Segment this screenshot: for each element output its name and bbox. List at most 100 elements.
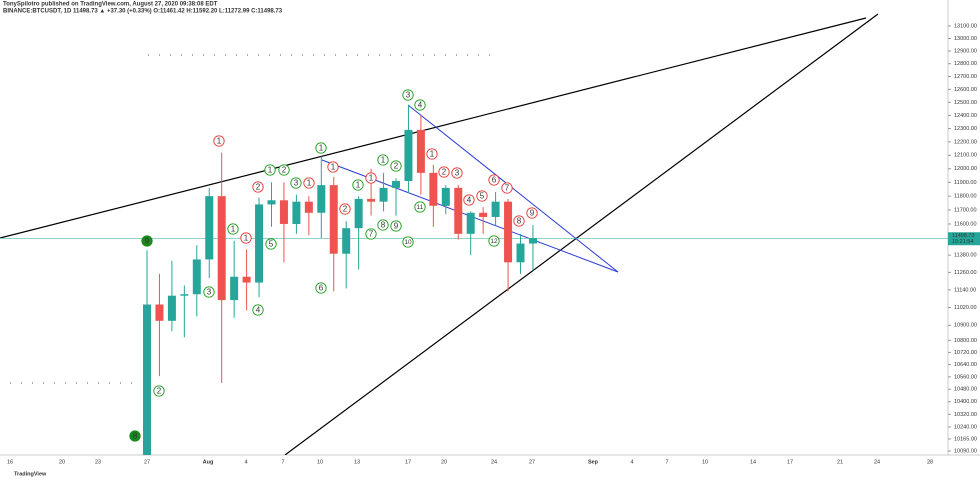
y-tick-label: 12100.00 [954,153,977,159]
x-tick-label: 17 [405,459,411,465]
y-tick-label: 11600.00 [954,221,977,227]
candle-body [279,200,288,224]
y-tick-label: 12300.00 [954,126,977,132]
candle-body [342,228,351,254]
td-circle [501,182,513,194]
x-tick-label: 24 [874,459,880,465]
x-tick-label: 28 [927,459,933,465]
x-tick-label: 21 [837,459,843,465]
x-tick-label: 14 [750,459,756,465]
td-count: 7 [505,184,510,193]
candle-body [354,198,363,229]
chart-title: TonySpilotro published on TradingView.co… [3,2,218,8]
td-circle [365,172,377,184]
td-count: 9 [145,237,150,246]
trend-line [0,17,867,239]
td-count: 9 [394,222,399,231]
td-count: 4 [256,306,261,315]
candle-body [255,204,264,283]
x-tick-label: 10 [317,459,323,465]
td-count: 1 [356,181,361,190]
td-circle [414,99,426,111]
y-tick-label: 12800.00 [954,61,977,67]
y-tick-label: 11380.00 [954,253,977,259]
candle-body [304,201,313,213]
candle-body [217,196,226,301]
td-count: 1 [231,225,236,234]
td-count: 5 [269,240,274,249]
x-tick-label: 16 [7,459,13,465]
candle-body [466,212,475,234]
x-tick-label: 27 [144,459,150,465]
td-count: 1 [319,144,324,153]
last-price-box [948,232,980,246]
y-tick-label: 10800.00 [954,338,977,344]
y-tick-label: 10480.00 [954,387,977,393]
countdown: 10:21:54 [952,239,973,245]
td-circle [488,174,500,186]
td-circle [290,177,302,189]
td-count: 1 [369,174,374,183]
td-count: 2 [394,162,399,171]
y-tick-label: 12500.00 [954,100,977,106]
y-tick-label: 11140.00 [954,287,976,293]
candle-body [192,259,201,295]
td-circle [213,135,225,147]
td-circle [339,203,351,215]
candle-body [155,304,164,321]
candle-body [329,185,338,254]
y-tick-label: 10320.00 [954,412,977,418]
candle-body [429,172,438,206]
td-circle [252,304,264,316]
td-circle [414,201,426,213]
td-count: 3 [207,288,212,297]
x-tick-label: 20 [59,459,65,465]
candle-body [516,243,525,263]
y-tick-label: 10560.00 [954,374,977,380]
y-tick-label: 12000.00 [954,166,977,172]
td-circle [451,167,463,179]
td-count: 6 [319,284,324,293]
y-tick-label: 12900.00 [954,48,977,54]
candle-body [441,187,450,206]
td-circle [327,161,339,173]
td-circle [488,235,500,247]
candle-body [242,276,251,283]
candle-body [180,294,189,296]
y-tick-label: 10165.00 [954,436,977,442]
candle-body [454,187,463,234]
y-tick-label: 11900.00 [954,180,977,186]
td-count: 12 [490,238,498,245]
y-tick-label: 10900.00 [954,323,977,329]
candle-body [491,201,500,217]
td-count: 1 [244,234,249,243]
candle-body [504,201,513,263]
td-count: 4 [418,101,423,110]
candle-body [367,198,376,202]
candle-body [230,276,239,301]
td-count: 3 [406,91,411,100]
td-count: 10 [404,239,412,246]
brand: TradingView [14,471,47,477]
td-circle [377,154,389,166]
candle-body [404,129,413,182]
td-count: 8 [517,217,522,226]
td-circle [252,181,264,193]
td-count: 1 [307,179,312,188]
td-circle [426,148,438,160]
td-circle [264,164,276,176]
td-count: 1 [217,137,222,146]
td-circle [390,160,402,172]
td-circle [352,179,364,191]
y-tick-label: 10720.00 [954,350,977,356]
chart-subtitle: BINANCE:BTCUSDT, 1D 11498.73 ▲ +37.30 (+… [3,9,283,15]
candle-body [392,181,400,188]
td-circle [315,142,327,154]
y-tick-label: 11800.00 [954,194,977,200]
candle-body [479,212,488,217]
x-tick-label: 23 [95,459,101,465]
td-circle [141,235,153,247]
x-tick-label: 24 [491,459,497,465]
td-circle [203,286,215,298]
y-tick-label: 12700.00 [954,74,977,80]
